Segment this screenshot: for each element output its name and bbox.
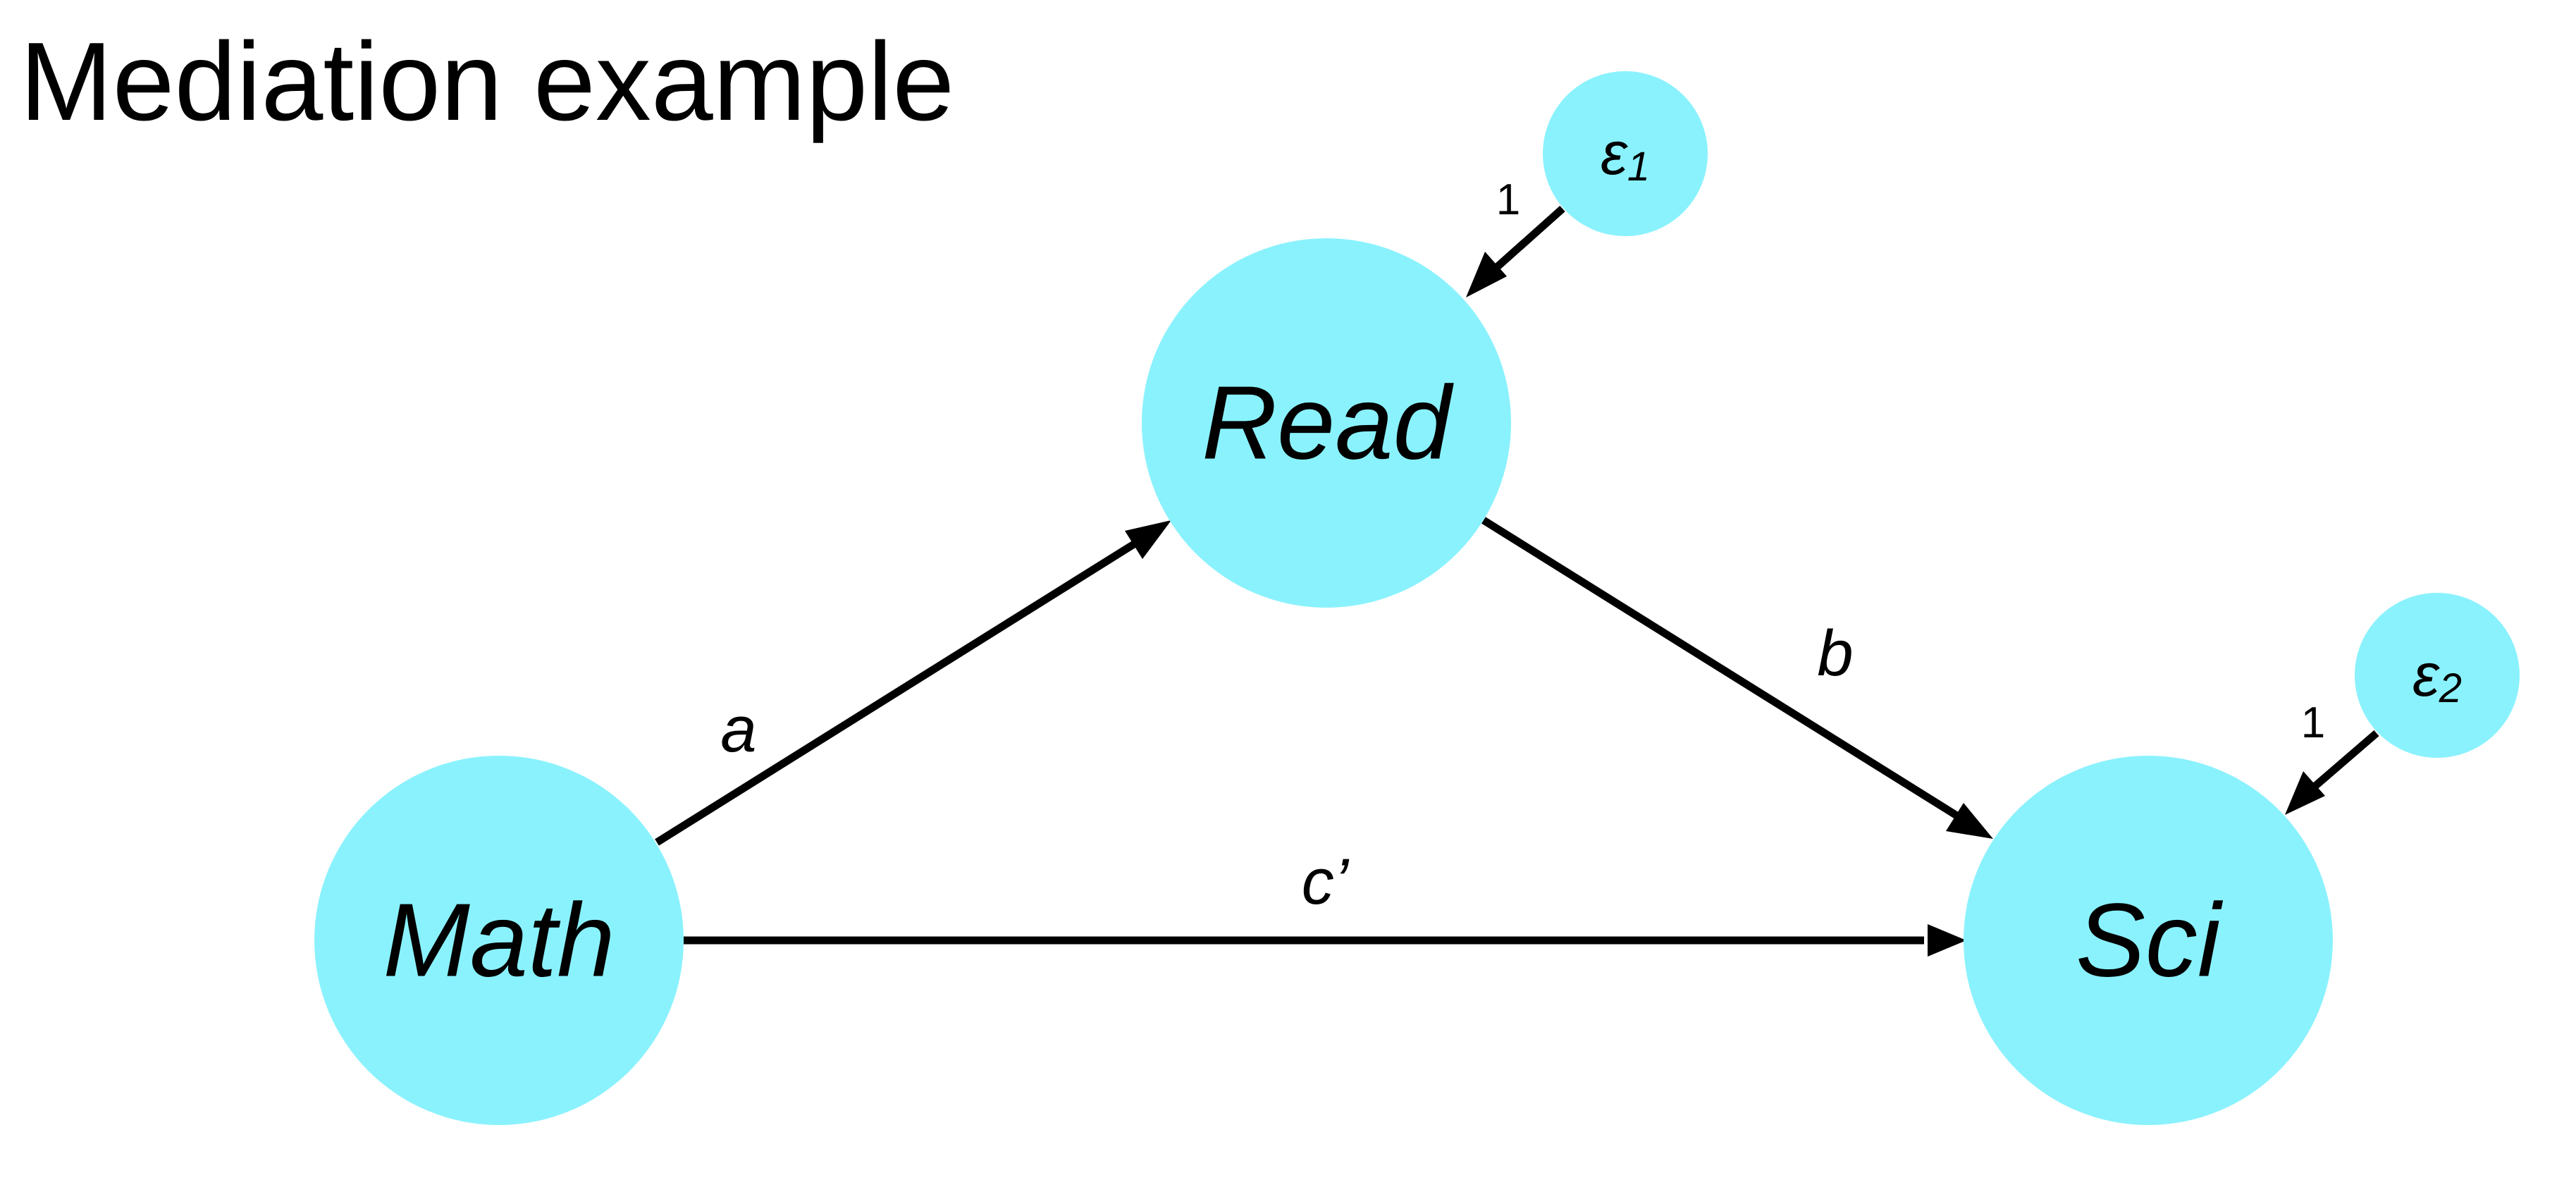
- node-math-circle: [314, 756, 684, 1125]
- node-read-circle: [1142, 238, 1511, 608]
- node-math-label: Math: [383, 883, 615, 999]
- edge-e1-read-label: 1: [1496, 176, 1520, 224]
- node-e1: ε1: [1543, 71, 1708, 236]
- edge-e1-read-line: [1495, 205, 1565, 270]
- node-e2: ε2: [2355, 593, 2520, 758]
- node-e1-subscript: 1: [1627, 144, 1650, 190]
- node-e1-symbol: ε: [1601, 120, 1628, 188]
- node-read-label: Read: [1202, 365, 1455, 481]
- edge-labels: a b c’ 1 1: [720, 176, 2325, 918]
- edge-a-label: a: [720, 694, 756, 766]
- edge-e1-read-arrowhead: [1466, 252, 1507, 297]
- edges: [655, 205, 2379, 957]
- edge-b-line: [1481, 517, 1960, 820]
- edge-c-prime-arrowhead: [1928, 924, 1966, 957]
- edge-e2-sci-label: 1: [2301, 699, 2325, 747]
- edge-c-prime-label: c’: [1302, 846, 1350, 918]
- node-read: Read: [1142, 238, 1511, 608]
- edge-e2-sci-line: [2312, 730, 2379, 790]
- node-sci-label: Sci: [2076, 883, 2224, 999]
- node-e2-symbol: ε: [2412, 641, 2440, 709]
- nodes: Math Read Sci ε1 ε2: [314, 71, 2520, 1125]
- node-e1-circle: [1543, 71, 1708, 236]
- node-sci: Sci: [1964, 756, 2333, 1125]
- edge-e2-sci-arrowhead: [2285, 771, 2325, 815]
- node-e2-label: ε2: [2412, 641, 2462, 711]
- edge-b-label: b: [1817, 618, 1853, 689]
- edge-b-arrowhead: [1946, 803, 1993, 839]
- edge-a-arrowhead: [1125, 520, 1171, 559]
- node-e2-subscript: 2: [2439, 665, 2462, 711]
- node-sci-circle: [1964, 756, 2333, 1125]
- node-math: Math: [314, 756, 684, 1125]
- edge-a-line: [655, 539, 1138, 846]
- node-e2-circle: [2355, 593, 2520, 758]
- page-title: Mediation example: [20, 20, 954, 144]
- node-e1-label: ε1: [1601, 120, 1650, 190]
